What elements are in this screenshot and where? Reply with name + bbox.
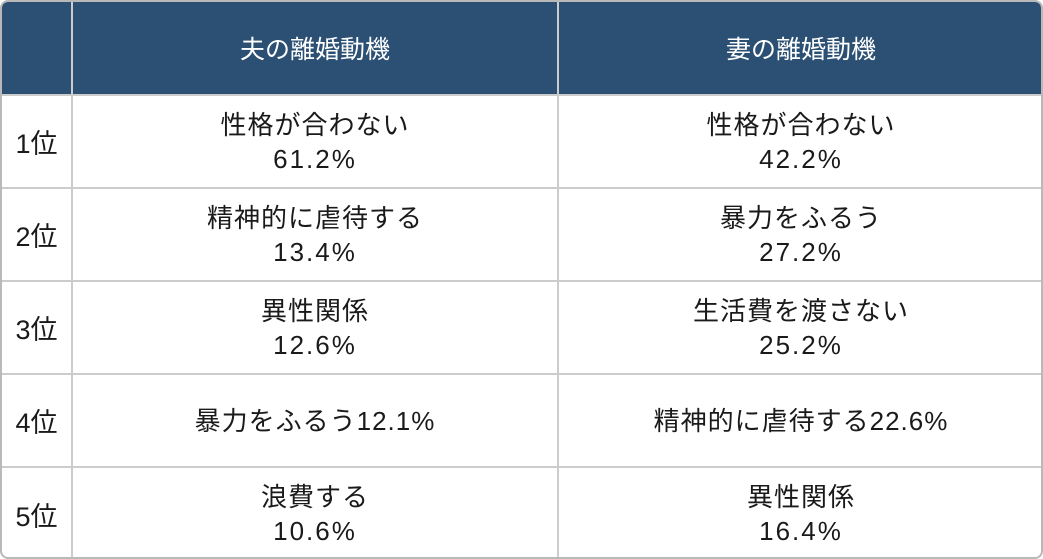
table-row: 1位 性格が合わない 61.2% 性格が合わない 42.2% (2, 94, 1041, 189)
husband-motive-cell: 精神的に虐待する 13.4% (71, 187, 559, 282)
header-husband-cell: 夫の離婚動機 (71, 2, 559, 96)
motive-line: 異性関係 (746, 482, 855, 512)
wife-motive-cell: 性格が合わない 42.2% (557, 94, 1041, 189)
rank-cell: 3位 (2, 280, 73, 375)
table-row: 3位 異性関係 12.6% 生活費を渡さない 25.2% (2, 280, 1041, 375)
wife-motive-cell: 暴力をふるう 27.2% (557, 187, 1041, 282)
rank-cell: 5位 (2, 466, 73, 557)
husband-motive-cell: 暴力をふるう12.1% (71, 373, 559, 468)
motive-line: 16.4% (759, 516, 843, 546)
motive-line: 暴力をふるう (719, 202, 882, 233)
motive-line: 暴力をふるう12.1% (194, 405, 436, 436)
table-row: 2位 精神的に虐待する 13.4% 暴力をふるう 27.2% (2, 187, 1041, 282)
husband-motive-cell: 性格が合わない 61.2% (71, 94, 559, 189)
header-row: 夫の離婚動機 妻の離婚動機 (2, 2, 1041, 96)
motive-line: 性格が合わない (706, 109, 896, 140)
motive-line: 61.2% (273, 143, 357, 174)
motive-line: 精神的に虐待する22.6% (653, 405, 949, 436)
motive-line: 精神的に虐待する (206, 202, 423, 233)
motive-line: 浪費する (260, 482, 369, 512)
header-rank-cell (2, 2, 73, 96)
motive-line: 性格が合わない (220, 109, 410, 140)
wife-motive-cell: 精神的に虐待する22.6% (557, 373, 1041, 468)
motive-line: 25.2% (759, 329, 843, 360)
husband-motive-cell: 異性関係 12.6% (71, 280, 559, 375)
motive-line: 27.2% (759, 236, 843, 267)
motive-line: 生活費を渡さない (692, 295, 909, 326)
table-row: 5位 浪費する 10.6% 異性関係 16.4% (2, 466, 1041, 557)
rank-cell: 1位 (2, 94, 73, 189)
motive-line: 12.6% (273, 329, 357, 360)
rank-cell: 2位 (2, 187, 73, 282)
husband-motive-cell: 浪費する 10.6% (71, 466, 559, 557)
wife-motive-cell: 生活費を渡さない 25.2% (557, 280, 1041, 375)
motive-line: 10.6% (273, 516, 357, 546)
rank-cell: 4位 (2, 373, 73, 468)
table-row: 4位 暴力をふるう12.1% 精神的に虐待する22.6% (2, 373, 1041, 468)
motive-line: 13.4% (273, 236, 357, 267)
motive-line: 42.2% (759, 143, 843, 174)
header-wife-cell: 妻の離婚動機 (557, 2, 1041, 96)
motive-line: 異性関係 (260, 295, 369, 326)
wife-motive-cell: 異性関係 16.4% (557, 466, 1041, 557)
